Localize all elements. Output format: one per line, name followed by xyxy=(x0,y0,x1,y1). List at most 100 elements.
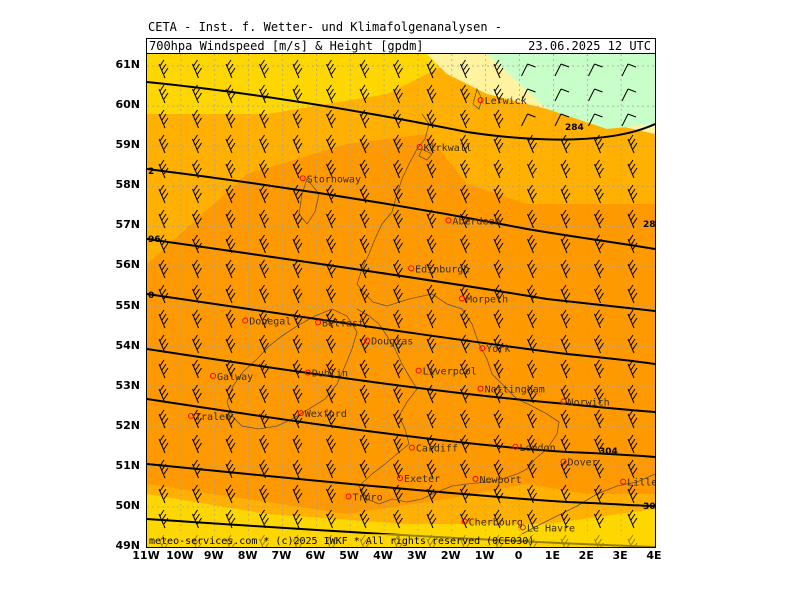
wind-barb xyxy=(560,459,571,479)
city-label: Douglas xyxy=(371,337,413,348)
wind-barb xyxy=(225,84,236,104)
wind-barb xyxy=(527,409,537,429)
wind-barb xyxy=(560,209,571,229)
wind-barb xyxy=(259,459,269,479)
city-marker[interactable] xyxy=(408,444,415,451)
lon-label: 9W xyxy=(203,549,224,562)
windspeed-zone-bottom-yellow xyxy=(147,494,655,547)
wind-barb xyxy=(560,434,571,454)
city-label: York xyxy=(486,344,510,355)
city-marker[interactable] xyxy=(461,518,468,525)
city-marker[interactable] xyxy=(345,493,352,500)
wind-barb xyxy=(493,234,504,254)
city-marker[interactable] xyxy=(560,458,567,465)
city-marker[interactable] xyxy=(519,524,526,531)
height-contour-4 xyxy=(147,293,655,365)
map-datetime: 23.06.2025 12 UTC xyxy=(528,39,651,53)
city-label: Galway xyxy=(217,372,253,383)
wind-barb xyxy=(527,484,537,504)
lat-label: 55N xyxy=(115,298,140,312)
wind-barb xyxy=(460,159,470,179)
city-label: Stornoway xyxy=(307,174,361,185)
wind-barb xyxy=(527,359,537,379)
city-label: Morpeth xyxy=(466,294,508,305)
wind-barb xyxy=(359,384,370,404)
wind-barb xyxy=(292,459,303,479)
wind-barb xyxy=(259,384,269,404)
wind-barb xyxy=(359,409,370,429)
wind-barb xyxy=(460,109,470,129)
city-marker[interactable] xyxy=(299,175,306,182)
wind-barb xyxy=(493,134,504,154)
wind-barb xyxy=(393,159,403,179)
wind-barb xyxy=(292,509,303,529)
lat-label: 50N xyxy=(115,498,140,512)
wind-barb xyxy=(594,484,604,504)
wind-barb xyxy=(158,134,169,154)
wind-barb xyxy=(627,309,638,329)
city-label: Cardiff xyxy=(416,444,458,455)
city-marker[interactable] xyxy=(445,217,452,224)
wind-barb xyxy=(158,359,169,379)
wind-barb xyxy=(594,184,604,204)
wind-barb xyxy=(259,109,269,129)
wind-barb xyxy=(359,159,370,179)
lon-label: 3E xyxy=(612,549,628,562)
city-label: Tralee xyxy=(195,412,231,423)
lat-label: 52N xyxy=(115,418,140,432)
wind-barb xyxy=(225,434,236,454)
city-marker[interactable] xyxy=(512,443,519,450)
city-marker[interactable] xyxy=(415,367,422,374)
lon-label: 1E xyxy=(544,549,560,562)
wind-barb xyxy=(426,159,437,179)
wind-barb xyxy=(393,384,403,404)
wind-barb xyxy=(560,409,571,429)
wind-barb xyxy=(527,184,537,204)
city-marker[interactable] xyxy=(620,478,627,485)
wind-barb xyxy=(560,259,571,279)
city-marker[interactable] xyxy=(396,475,403,482)
wind-barb xyxy=(527,434,537,454)
wind-barb xyxy=(627,284,638,304)
city-marker[interactable] xyxy=(416,143,423,150)
weather-map[interactable]: Lerwick Kirkwall Stornoway Aberdeen Edinburg… xyxy=(146,53,656,548)
city-marker[interactable] xyxy=(479,345,486,352)
wind-barb xyxy=(393,234,403,254)
city-marker[interactable] xyxy=(408,265,415,272)
wind-barb xyxy=(627,359,638,379)
wind-barb xyxy=(359,334,370,354)
city-marker[interactable] xyxy=(458,295,465,302)
city-marker[interactable] xyxy=(297,410,304,417)
wind-barb xyxy=(621,113,637,127)
city-marker[interactable] xyxy=(472,475,479,482)
city-marker[interactable] xyxy=(188,412,195,419)
city-marker[interactable] xyxy=(364,337,371,344)
wind-barb xyxy=(359,184,370,204)
wind-barb xyxy=(225,159,236,179)
wind-barb xyxy=(359,309,370,329)
city-marker[interactable] xyxy=(477,97,484,104)
city-marker[interactable] xyxy=(242,317,249,324)
wind-barb xyxy=(326,209,336,229)
wind-barb xyxy=(460,184,470,204)
wind-barb xyxy=(460,334,470,354)
wind-barb xyxy=(627,509,638,529)
wind-barb xyxy=(292,284,303,304)
city-label: Norwich xyxy=(568,398,610,409)
wind-barb xyxy=(359,134,370,154)
lat-label: 54N xyxy=(115,338,140,352)
wind-barb xyxy=(192,309,202,329)
wind-barb xyxy=(493,184,504,204)
wind-barb xyxy=(460,409,470,429)
city-label: Newport xyxy=(480,475,522,486)
city-marker[interactable] xyxy=(210,372,217,379)
city-marker[interactable] xyxy=(304,369,311,376)
wind-barb xyxy=(560,384,571,404)
city-marker[interactable] xyxy=(560,398,567,405)
city-marker[interactable] xyxy=(477,385,484,392)
wind-barb xyxy=(627,259,638,279)
wind-barb xyxy=(359,84,370,104)
city-marker[interactable] xyxy=(315,319,322,326)
city-label: Liverpool xyxy=(423,367,477,378)
wind-barb xyxy=(158,459,169,479)
